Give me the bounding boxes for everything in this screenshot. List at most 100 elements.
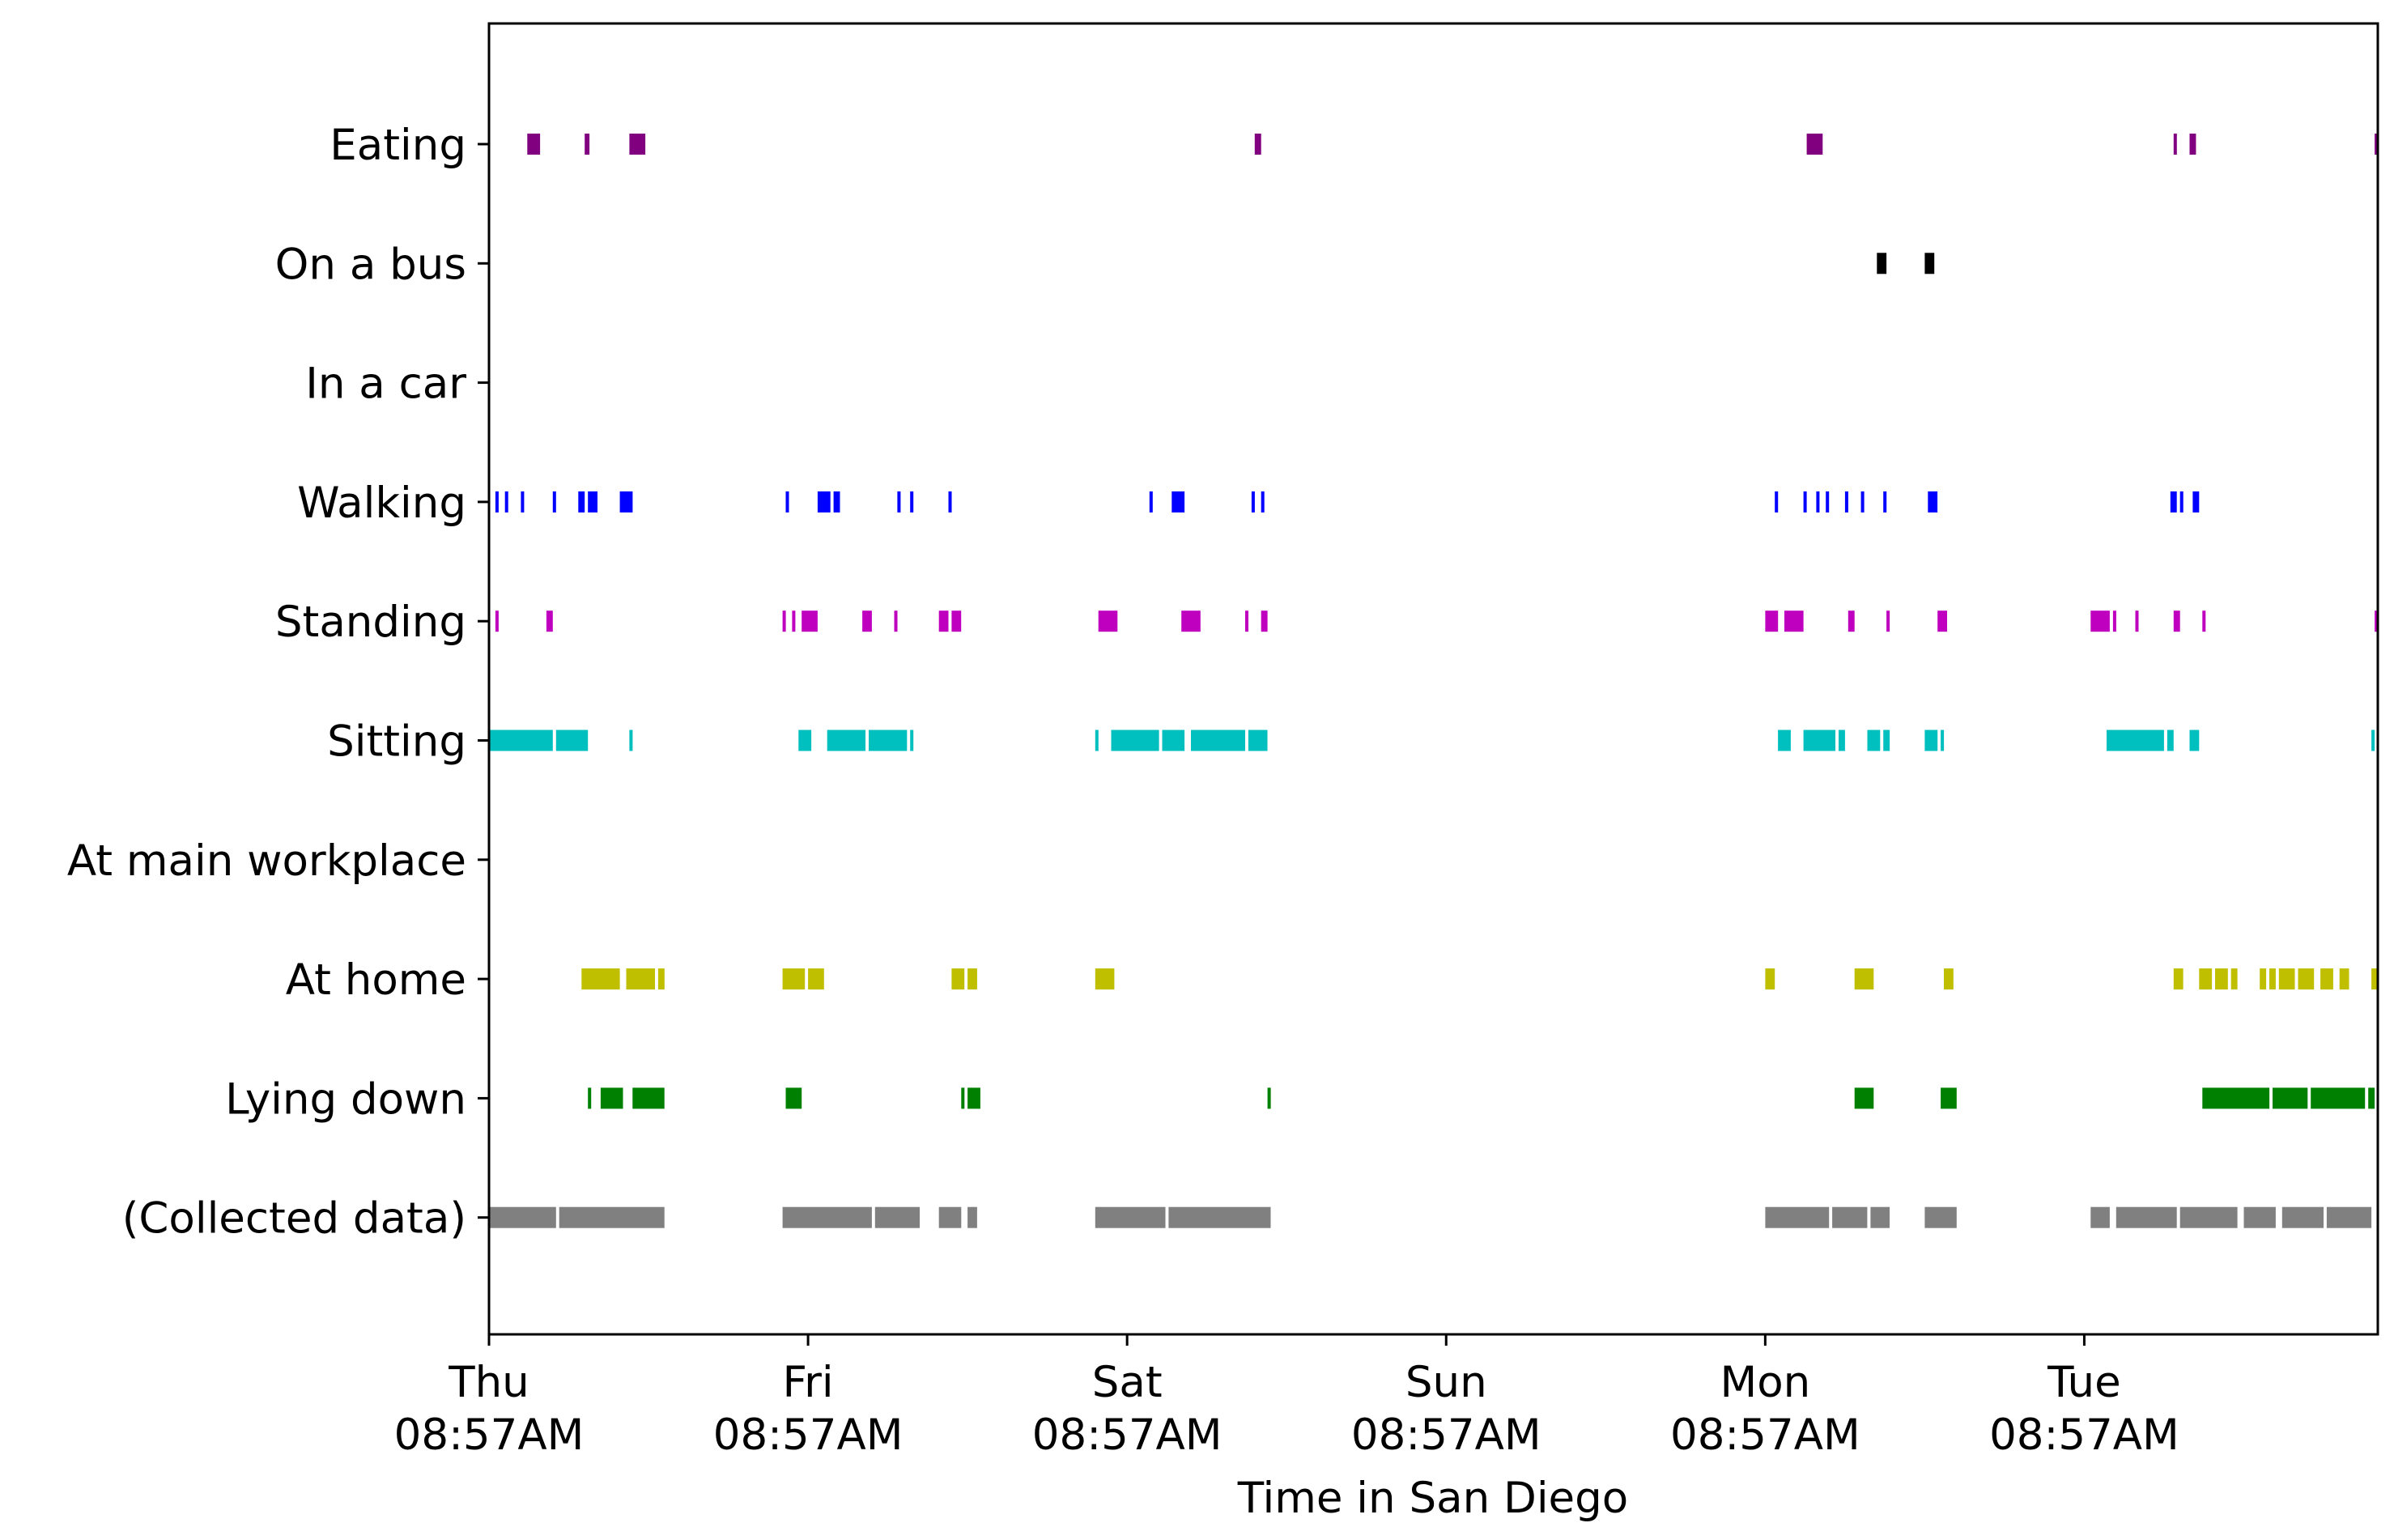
interval-bar-collected-data: [1095, 1206, 1166, 1228]
interval-bar-at-home: [808, 968, 824, 990]
interval-bar-walking: [2170, 491, 2177, 513]
interval-bar-standing: [1937, 610, 1947, 632]
x-tick-label-day: Fri: [783, 1358, 834, 1407]
interval-bar-sitting: [2371, 730, 2375, 751]
y-tick-label-at-main-workplace: At main workplace: [67, 836, 466, 886]
interval-bar-walking: [521, 491, 525, 513]
interval-bar-eating: [585, 134, 590, 155]
x-tick-label-time: 08:57AM: [1351, 1410, 1541, 1460]
interval-bar-sitting: [1839, 730, 1845, 751]
x-tick-label-day: Tue: [2047, 1358, 2121, 1407]
x-tick-label-day: Thu: [448, 1358, 529, 1407]
interval-bar-sitting: [1095, 730, 1099, 751]
interval-bar-walking: [1149, 491, 1153, 513]
interval-bar-walking: [1803, 491, 1807, 513]
interval-bar-collected-data: [1765, 1206, 1830, 1228]
interval-bar-walking: [817, 491, 831, 513]
interval-bar-lying-down: [588, 1087, 592, 1109]
interval-bar-at-home: [2173, 968, 2184, 990]
interval-bar-collected-data: [1924, 1206, 1957, 1228]
interval-bar-walking: [495, 491, 499, 513]
interval-bar-walking: [1883, 491, 1887, 513]
interval-bar-at-home: [2339, 968, 2349, 990]
interval-bar-standing: [1261, 610, 1268, 632]
interval-bar-walking: [588, 491, 597, 513]
interval-bar-eating: [2189, 134, 2196, 155]
interval-bar-at-home: [2371, 968, 2378, 990]
plot-frame: [487, 22, 2379, 1336]
interval-bar-sitting: [489, 730, 553, 751]
interval-bar-at-home: [1944, 968, 1954, 990]
interval-bar-walking: [1816, 491, 1820, 513]
interval-bar-standing: [2173, 610, 2180, 632]
y-tick-label-sitting: Sitting: [327, 717, 466, 767]
x-tick-label-day: Sat: [1092, 1358, 1163, 1407]
interval-bar-standing: [951, 610, 962, 632]
interval-bar-sitting: [1248, 730, 1268, 751]
interval-bar-standing: [2135, 610, 2139, 632]
interval-bar-standing: [495, 610, 499, 632]
interval-bar-lying-down: [2368, 1087, 2375, 1109]
interval-bar-sitting: [1111, 730, 1159, 751]
interval-bar-lying-down: [967, 1087, 980, 1109]
interval-bar-sitting: [2189, 730, 2200, 751]
interval-bar-at-home: [2230, 968, 2238, 990]
interval-bar-at-home: [1765, 968, 1775, 990]
interval-bar-sitting: [869, 730, 908, 751]
interval-bar-standing: [2375, 610, 2379, 632]
interval-bar-collected-data: [489, 1206, 556, 1228]
y-tick-label-collected-data: (Collected data): [122, 1194, 466, 1244]
interval-bar-walking: [504, 491, 508, 513]
interval-bar-walking: [1171, 491, 1185, 513]
interval-bar-standing: [1245, 610, 1248, 632]
interval-bar-sitting: [1883, 730, 1890, 751]
x-tick-label-day: Sun: [1405, 1358, 1487, 1407]
interval-bar-walking: [1251, 491, 1255, 513]
interval-bar-walking: [2179, 491, 2184, 513]
interval-bar-walking: [2192, 491, 2200, 513]
interval-bar-sitting: [1941, 730, 1945, 751]
interval-bar-sitting: [629, 730, 633, 751]
y-tick-label-at-home: At home: [286, 955, 466, 1005]
interval-bar-lying-down: [1941, 1087, 1957, 1109]
interval-bar-standing: [1181, 610, 1201, 632]
interval-bar-standing: [792, 610, 796, 632]
interval-bar-sitting: [1191, 730, 1245, 751]
interval-bar-eating: [1254, 134, 1261, 155]
interval-bar-standing: [862, 610, 872, 632]
interval-bar-sitting: [1162, 730, 1185, 751]
interval-bar-lying-down: [785, 1087, 802, 1109]
interval-bar-collected-data: [2090, 1206, 2110, 1228]
interval-bar-walking: [1775, 491, 1779, 513]
interval-bar-at-home: [657, 968, 665, 990]
interval-bar-collected-data: [2115, 1206, 2177, 1228]
interval-bar-collected-data: [874, 1206, 920, 1228]
interval-bar-eating: [629, 134, 646, 155]
interval-bar-standing: [1886, 610, 1890, 632]
interval-bar-at-home: [581, 968, 620, 990]
interval-bar-collected-data: [782, 1206, 872, 1228]
interval-bar-lying-down: [1267, 1087, 1271, 1109]
interval-bar-lying-down: [600, 1087, 623, 1109]
interval-bar-collected-data: [559, 1206, 665, 1228]
x-tick-label-time: 08:57AM: [1989, 1410, 2179, 1460]
x-tick-label-time: 08:57AM: [1032, 1410, 1223, 1460]
interval-bar-standing: [938, 610, 949, 632]
interval-bar-walking: [619, 491, 633, 513]
interval-bar-standing: [2202, 610, 2206, 632]
interval-bar-collected-data: [967, 1206, 977, 1228]
interval-bar-collected-data: [2179, 1206, 2238, 1228]
interval-bar-eating: [1806, 134, 1823, 155]
interval-bar-walking: [948, 491, 952, 513]
interval-bar-at-home: [1095, 968, 1115, 990]
interval-bar-sitting: [798, 730, 812, 751]
interval-bar-at-home: [782, 968, 806, 990]
interval-bar-walking: [552, 491, 556, 513]
x-tick-label-time: 08:57AM: [1670, 1410, 1860, 1460]
interval-bar-sitting: [827, 730, 865, 751]
interval-bar-eating: [2173, 134, 2177, 155]
interval-bar-walking: [1928, 491, 1938, 513]
interval-bar-lying-down: [2273, 1087, 2308, 1109]
